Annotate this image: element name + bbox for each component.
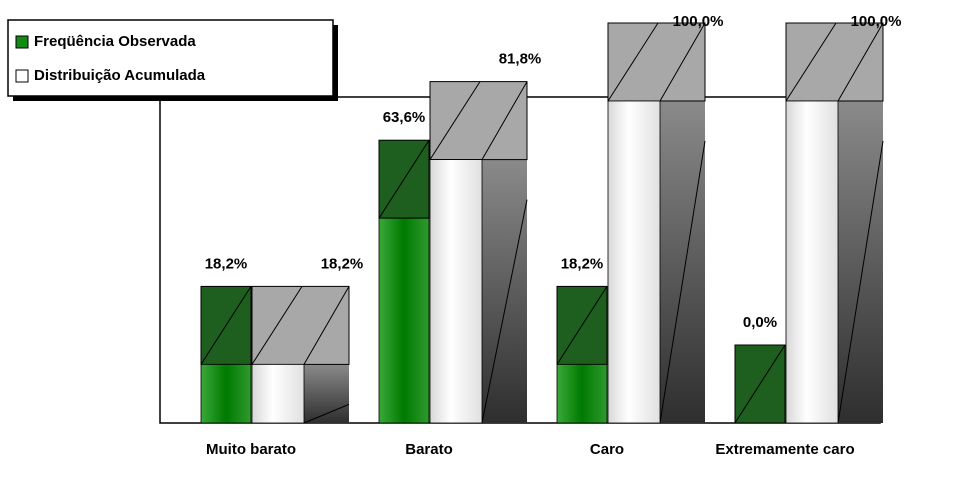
data-label: 18,2% [321,255,364,272]
bar-edge [837,22,884,102]
bar [251,363,305,424]
bar-edge [556,286,608,365]
data-label: 81,8% [499,51,542,68]
data-label: 63,6% [383,109,426,126]
bar-edge [429,81,481,160]
bar-edge [734,344,786,424]
legend-label: Distribuição Acumulada [34,67,206,84]
bar [378,217,430,424]
bar-edge [251,286,303,365]
bar-edge [378,139,430,219]
bar-top [251,285,350,365]
legend-box [7,19,334,97]
x-tick-label: Barato [405,441,453,458]
bar-edge [481,199,528,424]
bar-side [482,159,527,423]
bar-side [838,101,883,423]
bar-edge [837,140,884,424]
bar-edge [303,403,350,424]
bar-edge [303,286,350,365]
bar-edge [659,140,706,424]
bar-top [785,22,884,102]
bar [785,100,839,424]
bar-edge [659,22,706,102]
bar [607,100,661,424]
legend-label: Freqüência Observada [34,33,196,50]
legend-marker [15,69,29,83]
legend-marker [15,35,29,49]
bar [429,159,483,424]
bar-top [429,81,528,161]
bar-edge [785,22,837,102]
bar-edge [481,81,528,160]
data-label: 18,2% [205,255,248,272]
bar-edge [200,286,252,365]
data-label: 18,2% [561,255,604,272]
x-tick-label: Extremamente caro [715,441,855,458]
data-label: 100,0% [851,13,902,30]
data-label: 100,0% [673,13,724,30]
bar [556,363,608,424]
x-tick-label: Muito barato [206,441,296,458]
data-label: 0,0% [743,314,777,331]
bar-side [660,101,705,423]
x-tick-label: Caro [589,441,625,458]
bar-edge [607,22,659,102]
bar-top [607,22,706,102]
bar [200,363,252,424]
